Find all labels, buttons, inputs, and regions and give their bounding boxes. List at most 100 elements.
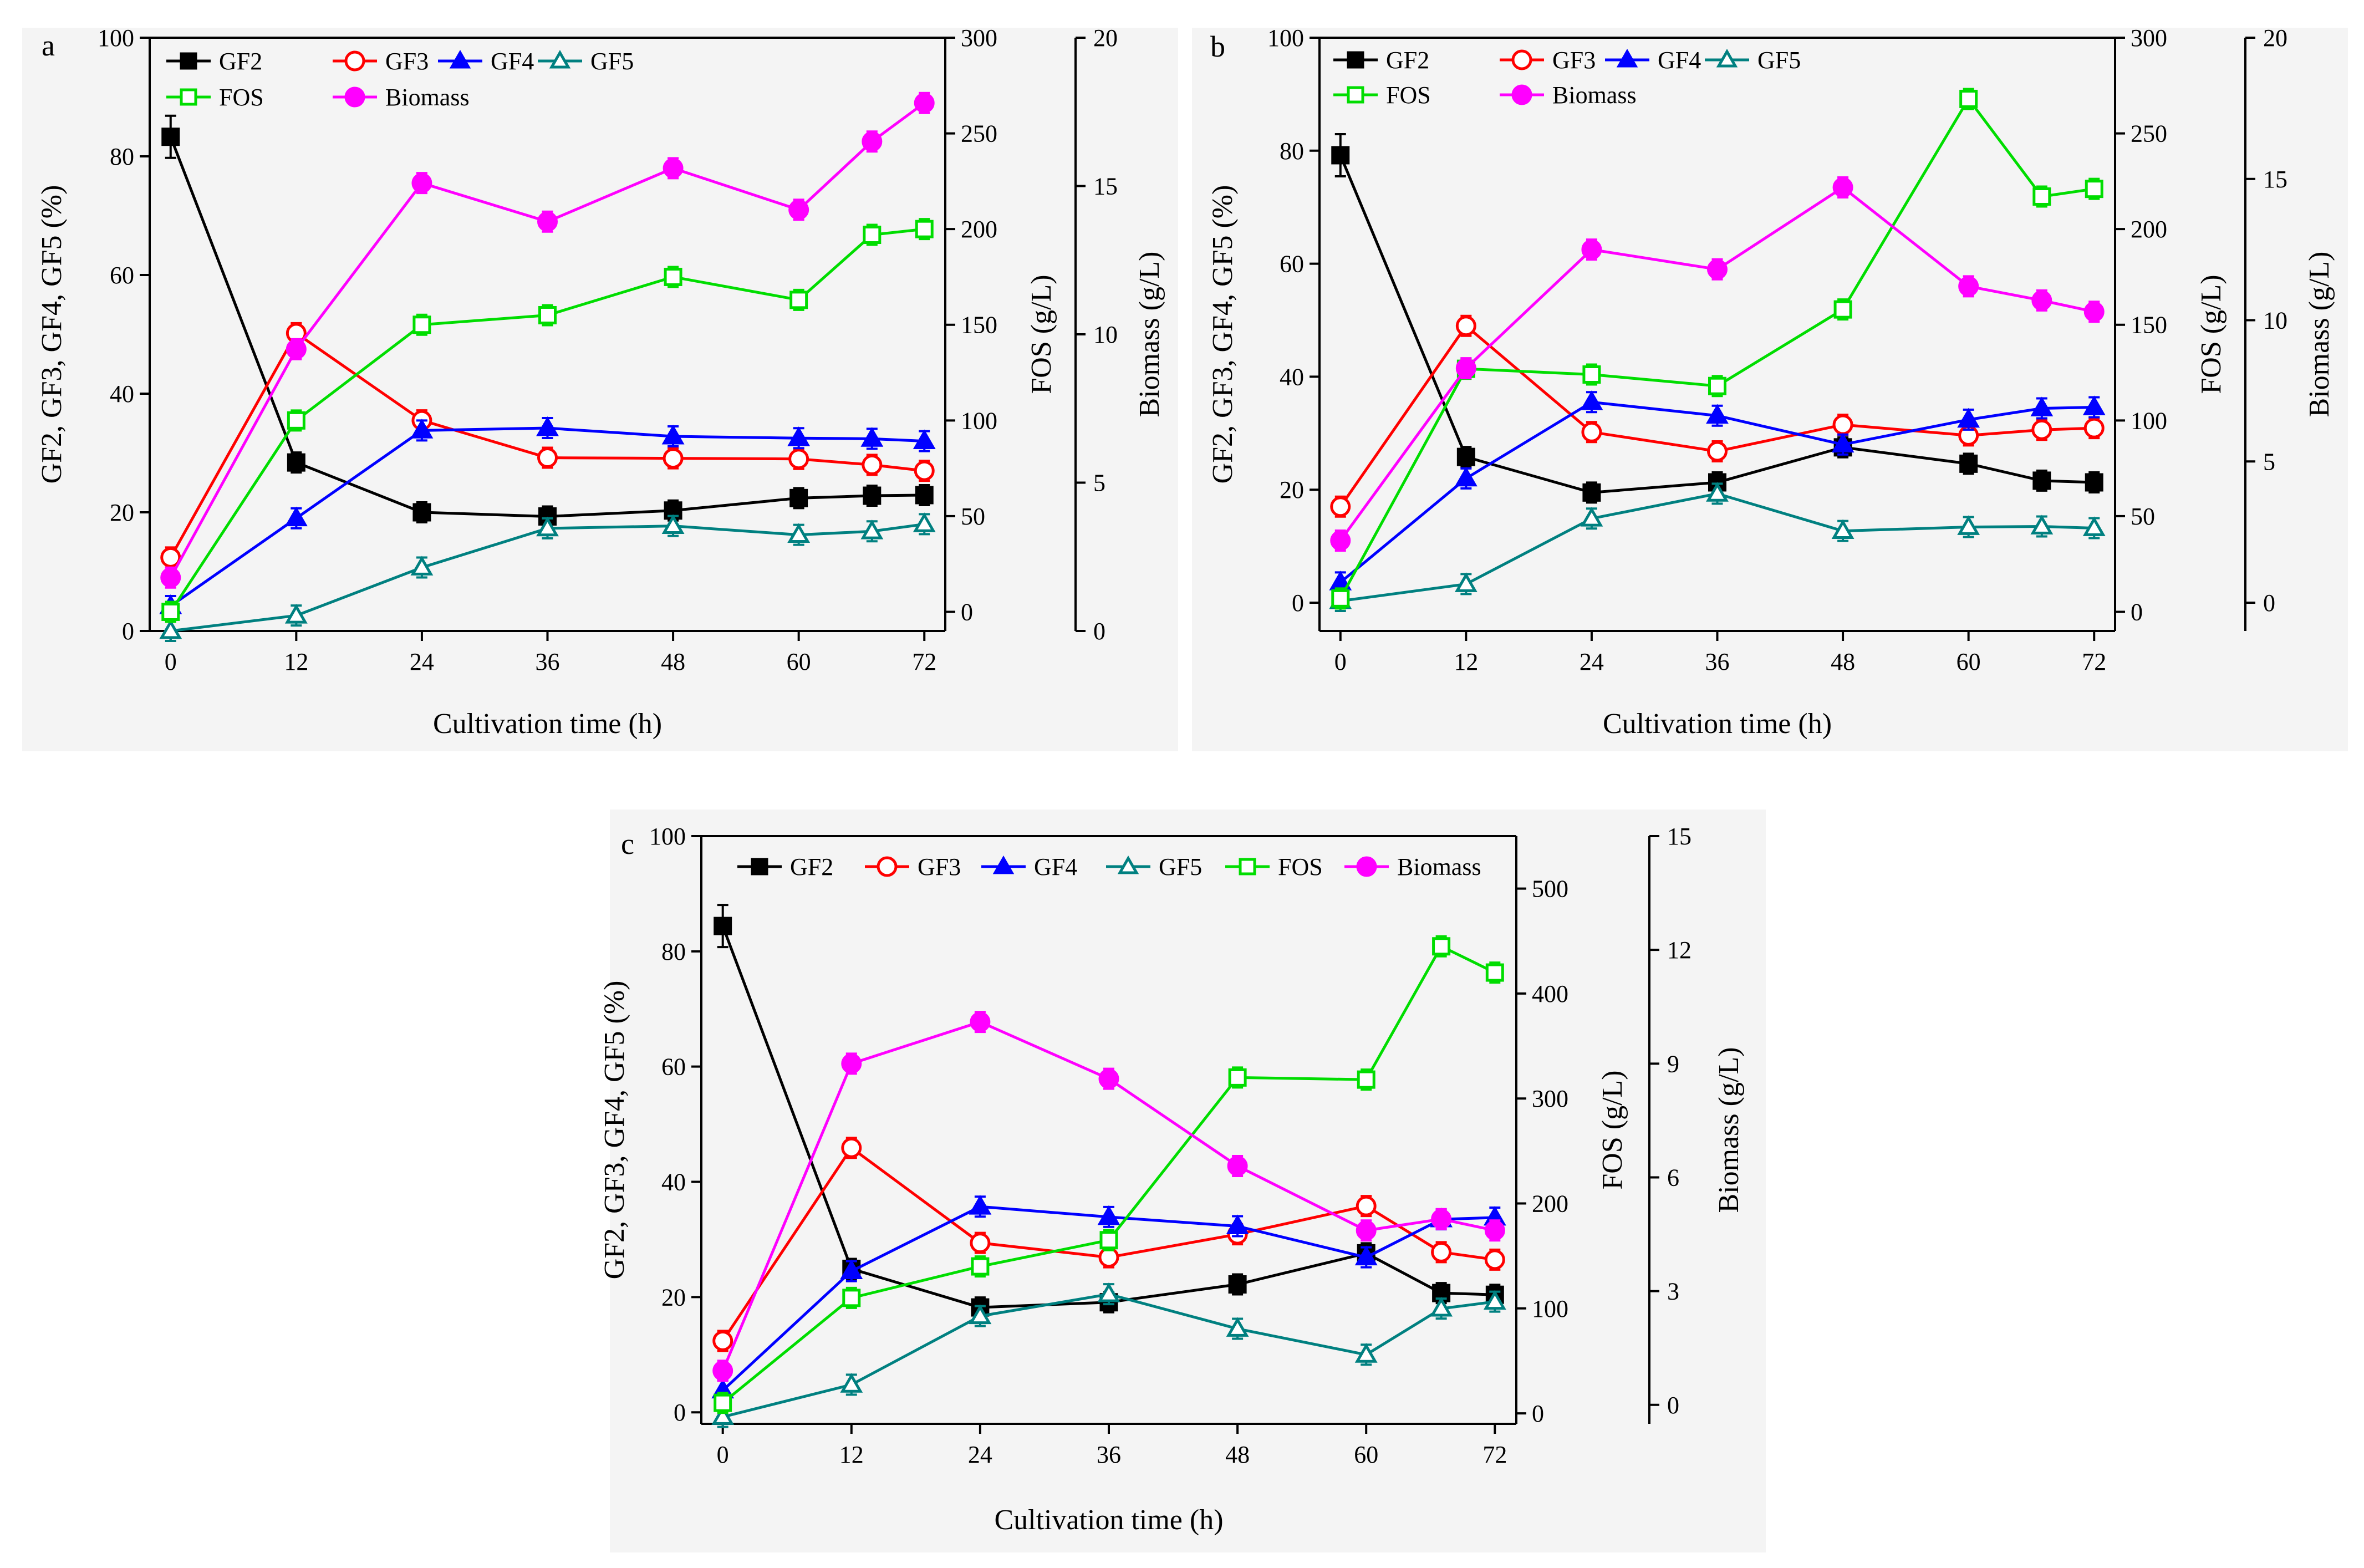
data-point-gf5 <box>1097 1282 1120 1302</box>
y3-tick-label: 15 <box>1667 823 1692 850</box>
y1-tick-label: 20 <box>661 1284 686 1311</box>
series-line-fos <box>1339 96 2095 599</box>
data-point-gf4 <box>1831 432 1854 453</box>
data-point-gf4 <box>1580 390 1603 410</box>
y3-tick-label: 20 <box>2263 24 2287 52</box>
y3-tick-label: 12 <box>1667 936 1692 964</box>
data-point-biomass <box>1484 1220 1505 1241</box>
x-axis-label: Cultivation time (h) <box>433 708 662 740</box>
data-point-gf2 <box>1456 447 1475 466</box>
chart-panel-b: 0 12 24 36 48 60 72020406080100050100150200250… <box>1207 24 2335 740</box>
data-point-biomass <box>1581 239 1602 260</box>
data-point-fos <box>842 1289 861 1307</box>
data-point-gf5 <box>1580 507 1603 527</box>
y3-tick-label: 6 <box>1667 1164 1679 1191</box>
data-point-gf5 <box>1226 1317 1249 1337</box>
data-point-biomass <box>663 157 684 179</box>
y2-axis-label: FOS (g/L) <box>1026 274 1057 394</box>
panel-label: c <box>621 827 634 861</box>
data-point-fos <box>2032 187 2051 206</box>
data-point-gf2 <box>2085 473 2103 492</box>
data-point-gf3 <box>788 449 809 470</box>
data-point-fos <box>161 602 180 621</box>
y3-axis-label: Biomass (g/L) <box>1134 252 1165 418</box>
panel-b-background <box>1192 28 2348 751</box>
x-tick-label: 48 <box>1831 648 1855 675</box>
series-line-gf3 <box>1339 324 2095 508</box>
data-point-gf5 <box>913 512 936 532</box>
series-line-gf5 <box>1340 492 2095 603</box>
y2-tick-label: 50 <box>961 503 985 530</box>
x-tick-label: 24 <box>410 648 434 675</box>
legend-label-gf4: GF4 <box>1034 853 1077 880</box>
data-point-gf3 <box>841 1137 862 1158</box>
panel-a-background <box>22 28 1178 751</box>
data-point-gf3 <box>1707 441 1728 462</box>
legend-marker-gf2 <box>751 858 768 875</box>
legend-marker-gf3 <box>344 50 365 72</box>
y3-axis-label: Biomass (g/L) <box>2304 252 2335 418</box>
data-point-gf4 <box>536 416 559 436</box>
series-line-gf4 <box>721 1205 1495 1392</box>
series-line-gf2 <box>721 925 1495 1309</box>
x-tick-label: 60 <box>787 648 811 675</box>
data-point-gf4 <box>1354 1245 1378 1266</box>
x-tick-label: 72 <box>1482 1441 1507 1468</box>
y3-tick-label: 0 <box>1667 1392 1679 1419</box>
y3-tick-label: 10 <box>1093 321 1118 348</box>
data-point-gf4 <box>860 427 884 447</box>
data-point-gf5 <box>1483 1290 1506 1310</box>
legend-label-gf2: GF2 <box>1386 47 1429 74</box>
y2-tick-label: 200 <box>1532 1190 1568 1218</box>
data-point-biomass <box>970 1011 991 1032</box>
data-point-fos <box>664 267 682 286</box>
data-point-gf5 <box>1354 1343 1378 1363</box>
chart-panel-c: 0 12 24 36 48 60 72020406080100010020030040050… <box>599 823 1745 1536</box>
x-tick-label: 12 <box>839 1441 864 1468</box>
data-point-gf5 <box>787 523 811 543</box>
y1-tick-label: 0 <box>674 1399 686 1426</box>
x-tick-label: 12 <box>1454 648 1478 675</box>
data-point-fos <box>1331 589 1350 608</box>
data-point-gf2 <box>412 503 431 522</box>
x-tick-label: 36 <box>1097 1441 1121 1468</box>
y2-axis-label: FOS (g/L) <box>1597 1070 1628 1189</box>
data-point-gf5 <box>1831 519 1854 539</box>
legend-label-gf3: GF3 <box>385 48 429 75</box>
series-line-gf3 <box>169 331 925 558</box>
legend-marker-gf5 <box>1716 49 1738 68</box>
y1-tick-label: 60 <box>110 262 134 289</box>
data-point-gf5 <box>1430 1297 1453 1317</box>
data-point-biomass <box>1431 1209 1452 1230</box>
y2-tick-label: 150 <box>2131 312 2167 339</box>
data-point-gf4 <box>1706 404 1729 424</box>
y3-tick-label: 20 <box>1093 24 1118 52</box>
data-point-gf3 <box>160 547 181 568</box>
y1-tick-label: 40 <box>1280 363 1304 390</box>
y1-tick-label: 60 <box>1280 251 1304 278</box>
y3-tick-label: 15 <box>2263 166 2287 193</box>
series-line-gf4 <box>1339 400 2095 584</box>
data-point-biomass <box>1356 1220 1377 1241</box>
y1-tick-label: 0 <box>1292 589 1304 617</box>
y2-tick-label: 300 <box>2131 24 2167 52</box>
chart-panel-a: 0 12 24 36 48 60 72020406080100050100150200250… <box>36 24 1165 740</box>
data-point-biomass <box>1958 276 1979 297</box>
legend-label-fos: FOS <box>219 84 264 111</box>
data-point-gf5 <box>1454 572 1478 592</box>
y3-tick-label: 9 <box>1667 1050 1679 1077</box>
y2-tick-label: 500 <box>1532 875 1568 903</box>
data-point-biomass <box>1227 1155 1248 1177</box>
legend-label-gf3: GF3 <box>918 853 961 880</box>
series-line-biomass <box>169 101 925 578</box>
series-line-gf5 <box>722 1292 1495 1418</box>
y3-tick-label: 5 <box>2263 448 2275 475</box>
data-point-gf3 <box>1484 1249 1505 1270</box>
data-point-gf2 <box>161 128 180 146</box>
legend-marker-gf2 <box>180 52 197 70</box>
y1-tick-label: 80 <box>661 938 686 965</box>
legend-label-gf5: GF5 <box>1757 47 1801 74</box>
data-point-fos <box>915 220 934 238</box>
data-point-fos <box>1708 376 1726 395</box>
data-point-gf4 <box>840 1259 863 1280</box>
